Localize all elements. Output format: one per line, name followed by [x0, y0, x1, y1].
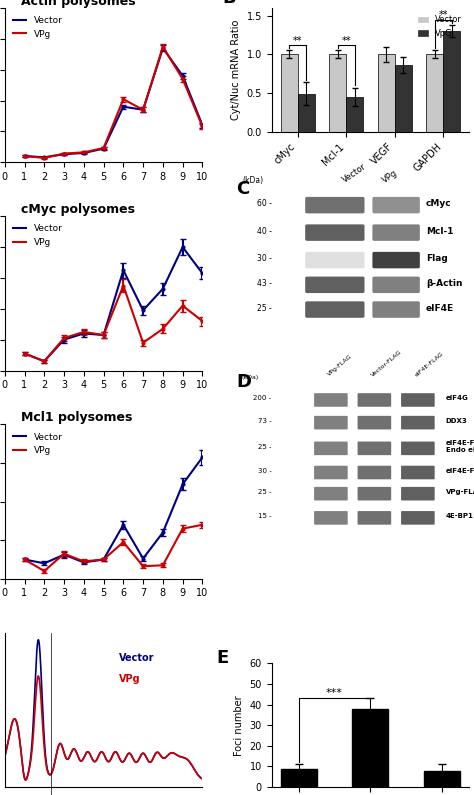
Text: eIF4G: eIF4G [446, 395, 468, 401]
Legend: Vector, VPg: Vector, VPg [9, 13, 66, 42]
Bar [281, 54, 298, 132]
Text: 30 -: 30 - [257, 254, 272, 263]
Text: 25 -: 25 - [258, 489, 272, 495]
FancyBboxPatch shape [314, 466, 348, 479]
FancyBboxPatch shape [305, 197, 365, 213]
Text: 25 -: 25 - [258, 444, 272, 450]
Text: 15 -: 15 - [258, 514, 272, 519]
FancyBboxPatch shape [314, 394, 348, 407]
Y-axis label: Cyt/Nuc mRNA Ratio: Cyt/Nuc mRNA Ratio [231, 20, 241, 120]
Text: Actin polysomes: Actin polysomes [20, 0, 135, 8]
FancyBboxPatch shape [373, 252, 420, 269]
Text: VPg: VPg [380, 168, 399, 184]
FancyBboxPatch shape [357, 416, 391, 429]
Text: β-Actin: β-Actin [426, 279, 462, 288]
Bar [353, 708, 388, 787]
FancyBboxPatch shape [357, 394, 391, 407]
FancyBboxPatch shape [401, 511, 435, 525]
Bar [281, 769, 317, 787]
FancyBboxPatch shape [373, 277, 420, 293]
Text: Vector: Vector [341, 161, 368, 184]
Text: 200 -: 200 - [254, 395, 272, 401]
FancyBboxPatch shape [314, 416, 348, 429]
Text: (kDa): (kDa) [242, 375, 259, 380]
Text: ***: *** [326, 688, 343, 698]
FancyBboxPatch shape [314, 511, 348, 525]
Text: B: B [222, 0, 236, 7]
FancyBboxPatch shape [373, 197, 420, 213]
Text: VPg-FLAG: VPg-FLAG [327, 354, 354, 378]
Y-axis label: Foci number: Foci number [234, 695, 244, 755]
Text: **: ** [293, 36, 302, 45]
Text: eIF4E-FLAG: eIF4E-FLAG [446, 468, 474, 474]
Bar [298, 94, 315, 132]
Text: E: E [216, 649, 228, 666]
Bar [443, 31, 460, 132]
Text: 40 -: 40 - [257, 227, 272, 236]
Text: **: ** [438, 10, 448, 20]
FancyBboxPatch shape [314, 441, 348, 456]
Bar [424, 770, 460, 787]
FancyBboxPatch shape [373, 224, 420, 241]
FancyBboxPatch shape [305, 252, 365, 269]
Text: Vector: Vector [119, 653, 155, 662]
Text: 25 -: 25 - [257, 304, 272, 312]
Text: eIF4E-FLAG: eIF4E-FLAG [414, 351, 445, 378]
FancyBboxPatch shape [357, 441, 391, 456]
FancyBboxPatch shape [401, 416, 435, 429]
Text: eIF4E: eIF4E [426, 304, 454, 312]
Bar [346, 97, 363, 132]
Text: (kDa): (kDa) [242, 176, 263, 184]
FancyBboxPatch shape [401, 487, 435, 501]
Bar [395, 65, 412, 132]
Text: C: C [236, 180, 249, 199]
Text: cMyc polysomes: cMyc polysomes [20, 204, 135, 216]
Legend: Vector, VPg: Vector, VPg [9, 221, 66, 250]
FancyBboxPatch shape [314, 487, 348, 501]
Bar [329, 54, 346, 132]
FancyBboxPatch shape [305, 224, 365, 241]
Text: **: ** [341, 36, 351, 45]
FancyBboxPatch shape [401, 394, 435, 407]
FancyBboxPatch shape [305, 301, 365, 318]
FancyBboxPatch shape [401, 441, 435, 456]
Text: VPg-FLAG: VPg-FLAG [446, 489, 474, 495]
FancyBboxPatch shape [401, 466, 435, 479]
Text: 4E-BP1: 4E-BP1 [446, 514, 474, 519]
Text: Vector-FLAG: Vector-FLAG [370, 349, 403, 378]
Text: Flag: Flag [426, 254, 447, 263]
Text: Mcl-1: Mcl-1 [426, 227, 453, 236]
Bar [426, 54, 443, 132]
FancyBboxPatch shape [357, 511, 391, 525]
Text: DDX3: DDX3 [446, 418, 467, 425]
Text: VPg: VPg [119, 674, 141, 684]
Legend: Vector, VPg: Vector, VPg [9, 429, 66, 459]
Text: cMyc: cMyc [426, 200, 451, 208]
Bar [378, 54, 395, 132]
Text: 60 -: 60 - [257, 200, 272, 208]
FancyBboxPatch shape [373, 301, 420, 318]
Text: 73 -: 73 - [258, 418, 272, 425]
FancyBboxPatch shape [305, 277, 365, 293]
Legend: Vector, VpG: Vector, VpG [415, 12, 465, 41]
Text: D: D [236, 373, 251, 391]
FancyBboxPatch shape [357, 466, 391, 479]
FancyBboxPatch shape [357, 487, 391, 501]
Text: Mcl1 polysomes: Mcl1 polysomes [20, 412, 132, 425]
Text: 30 -: 30 - [258, 468, 272, 474]
Text: 43 -: 43 - [257, 279, 272, 288]
Text: eIF4E-FLAG
Endo eIF4E: eIF4E-FLAG Endo eIF4E [446, 440, 474, 453]
